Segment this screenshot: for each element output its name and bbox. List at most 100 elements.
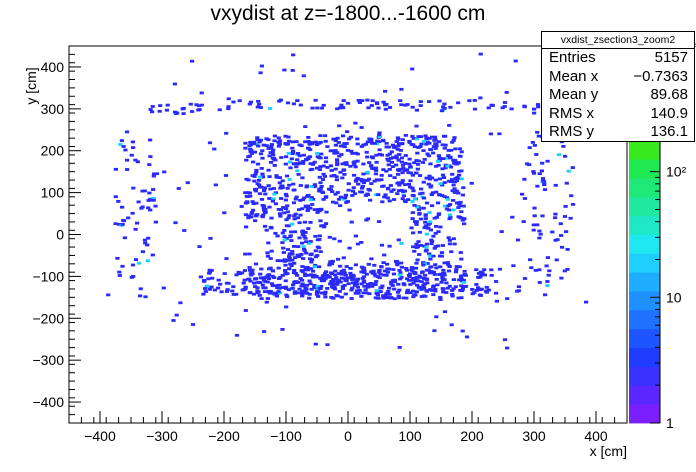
histogram-bin	[419, 280, 424, 283]
histogram-bin	[356, 99, 361, 102]
histogram-bin	[133, 158, 138, 162]
histogram-bin	[305, 209, 310, 212]
histogram-bin	[327, 263, 332, 267]
histogram-bin	[222, 272, 227, 275]
histogram-bin	[327, 235, 332, 239]
histogram-bin	[129, 276, 134, 279]
histogram-bin	[372, 179, 377, 183]
histogram-bin	[255, 142, 260, 146]
histogram-bin	[426, 182, 431, 186]
histogram-bin	[136, 261, 142, 265]
histogram-bin	[323, 270, 329, 274]
stats-box: vxdist_zsection3_zoom2 Entries 5157 Mean…	[541, 31, 695, 142]
histogram-bin	[267, 154, 272, 158]
histogram-bin	[270, 269, 275, 273]
histogram-bin	[213, 183, 218, 187]
histogram-bin	[289, 239, 294, 242]
histogram-bin	[295, 253, 300, 257]
histogram-bin	[376, 193, 381, 197]
histogram-bin	[300, 265, 305, 268]
histogram-bin	[348, 164, 353, 168]
histogram-bin	[339, 153, 344, 156]
histogram-bin	[400, 138, 405, 142]
histogram-bin	[535, 103, 541, 106]
histogram-bin	[270, 274, 275, 278]
histogram-bin	[313, 255, 318, 259]
histogram-bin	[333, 269, 338, 273]
histogram-bin	[289, 264, 294, 268]
histogram-bin	[260, 204, 265, 207]
histogram-bin	[295, 216, 300, 220]
histogram-bin	[270, 151, 275, 154]
histogram-bin	[339, 276, 344, 280]
histogram-bin	[446, 263, 451, 267]
histogram-bin	[394, 261, 399, 265]
histogram-bin	[272, 192, 277, 196]
histogram-bin	[355, 142, 360, 146]
histogram-bin	[269, 143, 274, 146]
histogram-bin	[150, 110, 155, 114]
histogram-bin	[392, 287, 397, 291]
histogram-bin	[395, 290, 401, 294]
histogram-bin	[451, 139, 456, 142]
palette-band	[629, 159, 660, 179]
histogram-bin	[241, 281, 246, 285]
histogram-bin	[310, 141, 315, 144]
histogram-bin	[248, 100, 253, 104]
histogram-bin	[292, 256, 298, 259]
histogram-bin	[310, 163, 316, 166]
histogram-bin	[382, 195, 387, 199]
histogram-bin	[439, 251, 445, 254]
histogram-bin	[265, 280, 270, 284]
histogram-bin	[263, 280, 268, 283]
histogram-bin	[258, 281, 263, 284]
histogram-bin	[365, 98, 370, 102]
histogram-bin	[538, 232, 543, 236]
histogram-bin	[389, 190, 394, 193]
histogram-bin	[355, 289, 360, 293]
histogram-bin	[341, 99, 346, 102]
histogram-bin	[490, 104, 495, 107]
histogram-bin	[290, 286, 295, 290]
histogram-bin	[151, 198, 156, 202]
histogram-bin	[373, 283, 378, 286]
histogram-bin	[365, 192, 370, 196]
histogram-bin	[396, 137, 401, 141]
histogram-bin	[276, 290, 281, 293]
histogram-bin	[452, 191, 457, 194]
x-tick-label: 300	[522, 428, 546, 444]
histogram-bin	[400, 181, 405, 185]
histogram-bin	[181, 112, 186, 115]
histogram-bin	[442, 107, 447, 110]
histogram-bin	[224, 290, 230, 293]
histogram-bin	[412, 145, 417, 149]
histogram-bin	[417, 274, 422, 278]
histogram-bin	[364, 150, 369, 154]
histogram-bin	[429, 238, 434, 242]
histogram-bin	[300, 278, 305, 282]
histogram-bin	[439, 254, 444, 258]
histogram-bin	[302, 272, 308, 276]
histogram-bin	[436, 140, 442, 144]
histogram-bin	[258, 138, 263, 142]
histogram-bin	[176, 187, 181, 190]
histogram-bin	[421, 263, 426, 267]
histogram-bin	[403, 162, 408, 165]
histogram-bin	[494, 280, 499, 283]
histogram-bin	[153, 220, 158, 224]
histogram-bin	[336, 257, 341, 261]
histogram-bin	[370, 285, 375, 288]
histogram-bin	[390, 284, 395, 287]
histogram-bin	[264, 144, 269, 147]
histogram-bin	[249, 152, 254, 155]
histogram-bin	[427, 252, 432, 256]
y-tick-label: 200	[41, 143, 65, 159]
histogram-bin	[148, 108, 153, 111]
histogram-bin	[453, 177, 458, 180]
histogram-bin	[380, 284, 385, 288]
histogram-bin	[395, 192, 400, 195]
histogram-bin	[432, 139, 437, 142]
histogram-bin	[415, 205, 420, 209]
histogram-bin	[411, 137, 416, 140]
histogram-bin	[447, 242, 452, 246]
